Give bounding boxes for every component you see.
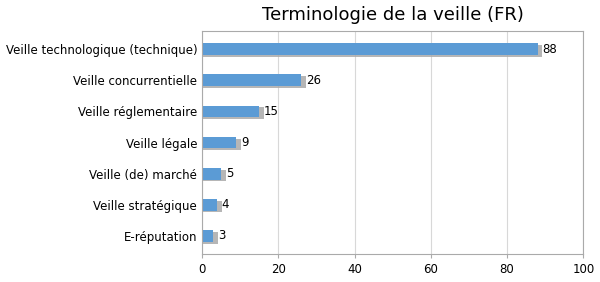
Text: 88: 88	[542, 43, 557, 56]
Text: 5: 5	[226, 167, 233, 180]
Text: 26: 26	[306, 74, 321, 87]
Bar	[202, 105, 259, 117]
Bar	[202, 137, 236, 148]
Bar	[202, 45, 542, 57]
Text: 3: 3	[218, 229, 226, 242]
Text: 15: 15	[264, 105, 278, 118]
Bar	[202, 168, 221, 180]
Bar	[202, 76, 306, 88]
Bar	[202, 43, 538, 55]
Title: Terminologie de la veille (FR): Terminologie de la veille (FR)	[262, 6, 524, 24]
Bar	[202, 230, 214, 242]
Text: 4: 4	[222, 198, 229, 211]
Bar	[202, 138, 241, 150]
Bar	[202, 201, 222, 212]
Bar	[202, 232, 218, 244]
Bar	[202, 199, 217, 211]
Bar	[202, 169, 226, 181]
Bar	[202, 74, 301, 86]
Text: 9: 9	[241, 136, 248, 149]
Bar	[202, 107, 264, 119]
